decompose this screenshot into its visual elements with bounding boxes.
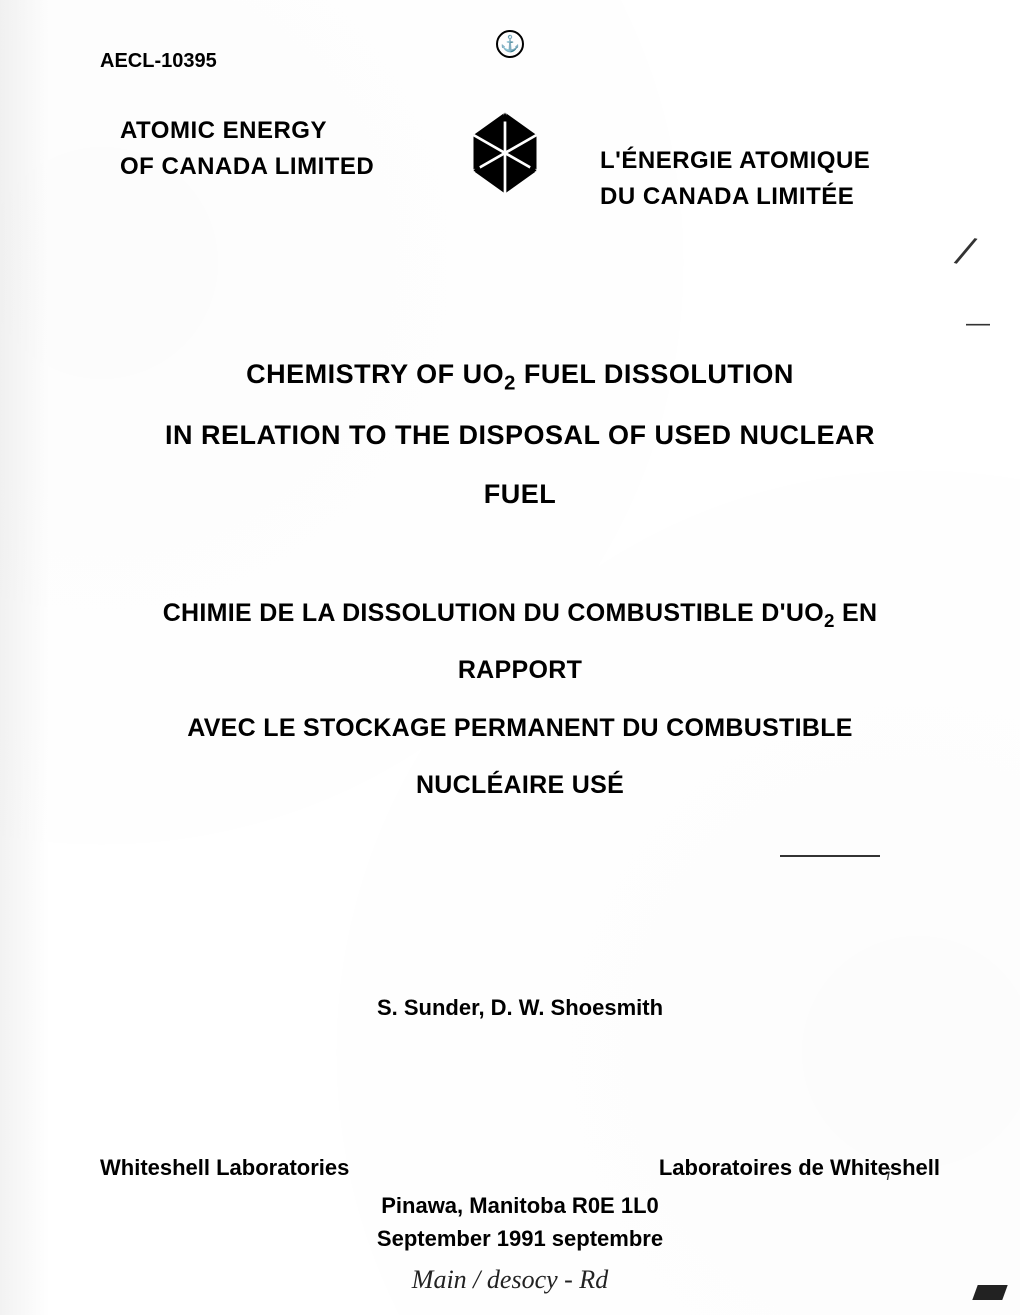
title-french-line2: AVEC LE STOCKAGE PERMANENT DU COMBUSTIBL… [120,700,920,815]
title-prefix: CHEMISTRY OF UO [246,359,504,389]
title-section: CHEMISTRY OF UO2 FUEL DISSOLUTION IN REL… [100,345,940,525]
title-subscript: 2 [504,372,516,394]
marker-symbol: ⚓ [500,34,520,54]
org-french-line2: DU CANADA LIMITÉE [600,179,920,215]
footer-labs-row: Whiteshell Laboratories Laboratoires de … [100,1155,940,1181]
lab-english: Whiteshell Laboratories [100,1155,349,1181]
margin-slash-mark: / [953,229,975,275]
handwritten-note: Main / desocy - Rd [412,1265,608,1295]
subtitle-prefix: CHIMIE DE LA DISSOLUTION DU COMBUSTIBLE … [163,599,824,627]
header-section: ATOMIC ENERGY OF CANADA LIMITED L'ÉNERGI… [100,113,940,215]
margin-dash-mark: — [966,310,990,338]
subtitle-section: CHIMIE DE LA DISSOLUTION DU COMBUSTIBLE … [100,585,940,815]
scan-edge-artifact [0,0,50,1315]
margin-line-mark [780,855,880,857]
corner-scan-artifact [972,1285,1007,1300]
title-english-line1: CHEMISTRY OF UO2 FUEL DISSOLUTION [140,345,900,406]
subtitle-subscript: 2 [824,610,835,631]
footer-location: Pinawa, Manitoba R0E 1L0 [100,1189,940,1222]
aecl-logo [460,108,550,203]
org-french-line1: L'ÉNERGIE ATOMIQUE [600,143,920,179]
title-french-line1: CHIMIE DE LA DISSOLUTION DU COMBUSTIBLE … [120,585,920,700]
org-english-line1: ATOMIC ENERGY [120,113,440,149]
footer-date: September 1991 septembre [100,1222,940,1255]
title-english-line2: IN RELATION TO THE DISPOSAL OF USED NUCL… [140,406,900,525]
org-english-line2: OF CANADA LIMITED [120,149,440,185]
header-left-org: ATOMIC ENERGY OF CANADA LIMITED [120,113,440,185]
top-circle-marker: ⚓ [496,30,524,58]
footer-section: Whiteshell Laboratories Laboratoires de … [100,1155,940,1255]
document-page: ⚓ / — AECL-10395 ATOMIC ENERGY OF CANADA… [0,0,1020,1315]
lab-french: Laboratoires de Whiteshell [659,1155,940,1181]
authors: S. Sunder, D. W. Shoesmith [100,995,940,1021]
logo-svg [460,108,550,198]
header-right-org: L'ÉNERGIE ATOMIQUE DU CANADA LIMITÉE [570,113,920,215]
title-suffix: FUEL DISSOLUTION [516,359,794,389]
